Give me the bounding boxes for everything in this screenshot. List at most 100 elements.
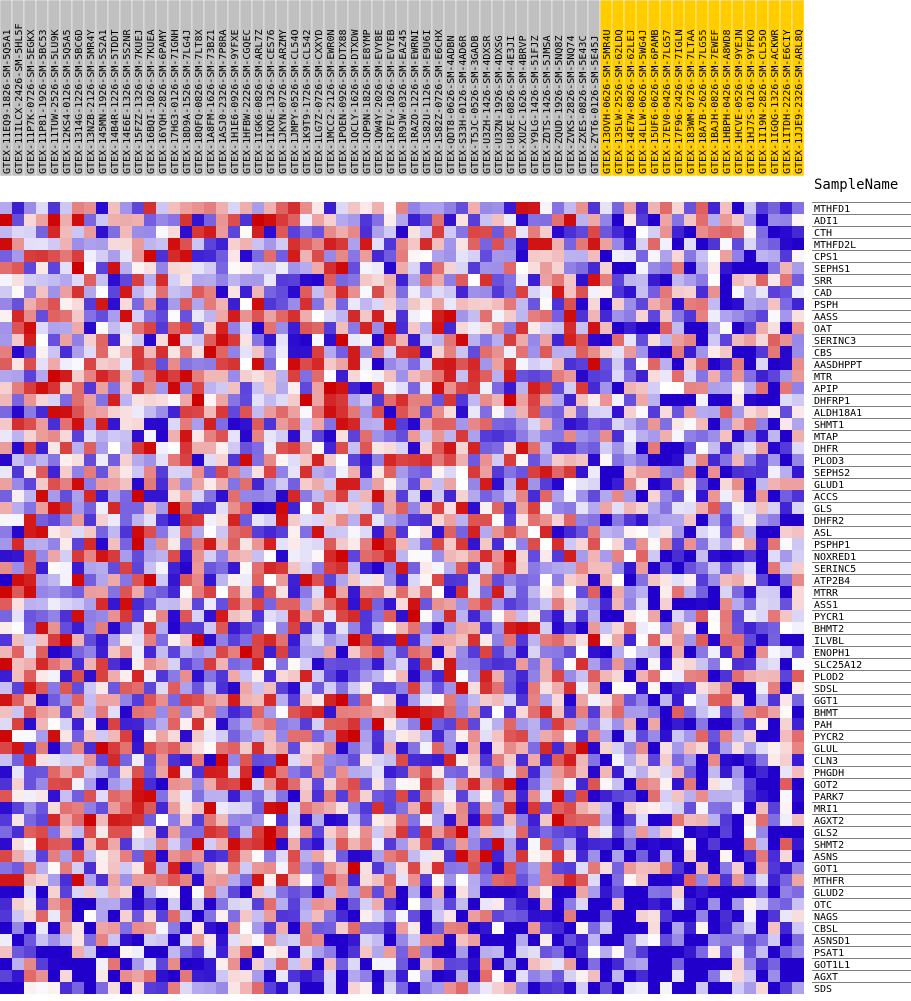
heatmap-cell <box>36 886 48 898</box>
heatmap-cell <box>156 946 168 958</box>
heatmap-cell <box>492 382 504 394</box>
heatmap-cell <box>372 298 384 310</box>
heatmap-cell <box>48 250 60 262</box>
heatmap-cell <box>612 250 624 262</box>
heatmap-cell <box>180 262 192 274</box>
heatmap-cell <box>612 682 624 694</box>
heatmap-cell <box>480 886 492 898</box>
heatmap-cell <box>0 610 12 622</box>
heatmap-cell <box>420 334 432 346</box>
heatmap-cell <box>24 874 36 886</box>
heatmap-cell <box>252 430 264 442</box>
heatmap-cell <box>96 430 108 442</box>
heatmap-cell <box>528 298 540 310</box>
heatmap-cell <box>576 490 588 502</box>
heatmap-cell <box>540 802 552 814</box>
column-label: GTEX-1QCLY-1626-SM-DTXDW <box>350 29 361 174</box>
heatmap-cell <box>444 766 456 778</box>
heatmap-cell <box>204 430 216 442</box>
heatmap-cell <box>192 406 204 418</box>
heatmap-cell <box>612 286 624 298</box>
heatmap-cell <box>360 430 372 442</box>
heatmap-cell <box>180 682 192 694</box>
heatmap-cell <box>516 262 528 274</box>
heatmap-cell <box>708 610 720 622</box>
heatmap-cell <box>360 982 372 994</box>
heatmap-cell <box>180 250 192 262</box>
heatmap-cell <box>36 910 48 922</box>
heatmap-cell <box>60 862 72 874</box>
heatmap-cell <box>84 490 96 502</box>
heatmap-cell <box>108 370 120 382</box>
heatmap-cell <box>612 742 624 754</box>
heatmap-cell <box>756 718 768 730</box>
heatmap-cell <box>600 214 612 226</box>
heatmap-cell <box>528 430 540 442</box>
heatmap-cell <box>372 334 384 346</box>
heatmap-cell <box>648 658 660 670</box>
heatmap-cell <box>312 946 324 958</box>
heatmap-cell <box>288 418 300 430</box>
heatmap-cell <box>720 538 732 550</box>
heatmap-cell <box>612 862 624 874</box>
heatmap-cell <box>432 778 444 790</box>
heatmap-cell <box>660 466 672 478</box>
heatmap-cell <box>108 886 120 898</box>
heatmap-cell <box>108 934 120 946</box>
heatmap-cell <box>552 262 564 274</box>
heatmap-cell <box>744 694 756 706</box>
heatmap-cell <box>120 754 132 766</box>
heatmap-cell <box>12 202 24 214</box>
heatmap-cell <box>120 646 132 658</box>
heatmap-cell <box>396 934 408 946</box>
heatmap-cell <box>708 394 720 406</box>
heatmap-cell <box>48 526 60 538</box>
heatmap-cell <box>660 418 672 430</box>
heatmap-cell <box>0 850 12 862</box>
heatmap-cell <box>228 826 240 838</box>
heatmap-cell <box>780 286 792 298</box>
heatmap-cell <box>792 610 804 622</box>
heatmap-cell <box>312 862 324 874</box>
heatmap-cell <box>588 850 600 862</box>
heatmap-cell <box>528 334 540 346</box>
heatmap-cell <box>84 550 96 562</box>
heatmap-cell <box>180 514 192 526</box>
heatmap-cell <box>288 814 300 826</box>
heatmap-cell <box>756 502 768 514</box>
heatmap-cell <box>60 502 72 514</box>
heatmap-cell <box>252 730 264 742</box>
heatmap-cell <box>336 322 348 334</box>
heatmap-cell <box>624 670 636 682</box>
heatmap-cell <box>0 670 12 682</box>
heatmap-cell <box>12 226 24 238</box>
heatmap-cell <box>48 718 60 730</box>
heatmap-cell <box>60 346 72 358</box>
heatmap-cell <box>624 658 636 670</box>
heatmap-cell <box>672 490 684 502</box>
heatmap-cell <box>708 526 720 538</box>
heatmap-cell <box>132 766 144 778</box>
heatmap-cell <box>156 706 168 718</box>
heatmap-cell <box>468 442 480 454</box>
heatmap-cell <box>696 418 708 430</box>
heatmap-cell <box>408 370 420 382</box>
heatmap-cell <box>156 790 168 802</box>
heatmap-cell <box>228 406 240 418</box>
heatmap-cell <box>240 586 252 598</box>
heatmap-cell <box>156 622 168 634</box>
heatmap-cell <box>348 382 360 394</box>
heatmap-cell <box>432 406 444 418</box>
heatmap-cell <box>588 814 600 826</box>
heatmap-cell <box>336 214 348 226</box>
heatmap-cell <box>468 982 480 994</box>
heatmap-cell <box>276 958 288 970</box>
heatmap-cell <box>564 430 576 442</box>
heatmap-cell <box>96 490 108 502</box>
heatmap-cell <box>708 682 720 694</box>
heatmap-cell <box>540 718 552 730</box>
heatmap-cell <box>636 718 648 730</box>
heatmap-cell <box>264 358 276 370</box>
heatmap-cell <box>420 694 432 706</box>
heatmap-cell <box>540 226 552 238</box>
